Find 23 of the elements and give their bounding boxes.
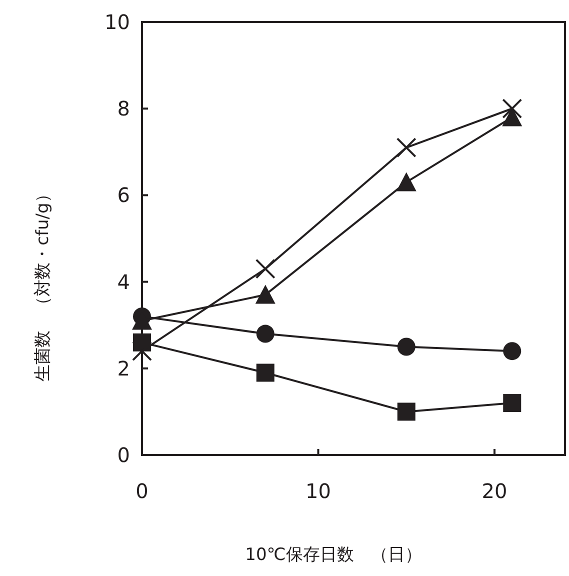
point [397, 402, 416, 421]
x-axis-title: 10℃保存日数 （日） [245, 545, 422, 565]
point [255, 258, 276, 279]
y-tick-label: 4 [117, 270, 130, 294]
y-tick-label: 10 [104, 10, 130, 34]
point [396, 172, 416, 192]
point [503, 342, 522, 360]
y-tick-label: 0 [117, 443, 130, 467]
point [396, 138, 416, 158]
point [502, 98, 522, 119]
y-axis-title: 生菌数 （対数・cfu/g） [33, 186, 53, 382]
point [256, 364, 274, 382]
y-tick-label: 2 [117, 356, 130, 380]
point [256, 324, 274, 343]
point [503, 394, 522, 412]
point [397, 338, 416, 356]
x-tick-label: 0 [136, 479, 148, 503]
x-tick-label: 10 [306, 479, 331, 503]
y-tick-label: 8 [117, 96, 130, 121]
point [255, 284, 276, 304]
y-tick-label: 6 [117, 183, 130, 208]
point [132, 341, 152, 362]
x-tick-label: 20 [482, 479, 508, 503]
